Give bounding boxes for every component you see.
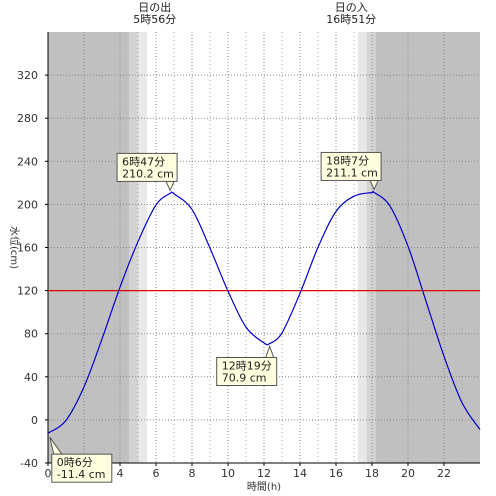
x-tick-label: 10: [221, 467, 235, 480]
x-tick-label: 8: [189, 467, 196, 480]
twilight-band-morning-1: [129, 32, 138, 463]
callout-pointer: [264, 345, 275, 359]
y-tick-label: 280: [17, 112, 38, 125]
x-tick-label: 22: [437, 467, 451, 480]
x-tick-label: 12: [257, 467, 271, 480]
y-tick-label: -40: [20, 457, 38, 470]
twilight-band-evening-2: [366, 32, 376, 463]
night-band-morning: [48, 32, 129, 463]
callout-level: 70.9 cm: [222, 372, 267, 385]
y-tick-label: 240: [17, 155, 38, 168]
y-tick-label: 0: [31, 414, 38, 427]
sunrise-time: 5時56分: [133, 13, 176, 26]
y-tick-label: 80: [24, 328, 38, 341]
twilight-band-evening-1: [357, 32, 367, 463]
twilight-band-morning-2: [138, 32, 147, 463]
y-axis-label: 水位(cm): [8, 226, 21, 269]
callout-time: 18時7分: [326, 154, 369, 167]
callout-box: [51, 453, 113, 483]
callout-box: [320, 151, 382, 181]
extreme-callout: 0時6分-11.4 cm: [49, 436, 113, 483]
night-band-evening: [375, 32, 480, 463]
y-tick-label: 320: [17, 69, 38, 82]
y-tick-label: 160: [17, 242, 38, 255]
x-tick-label: 14: [293, 467, 307, 480]
tick-labels: -400408012016020024028032002468101214161…: [17, 69, 451, 480]
sunset-label: 日の入: [335, 1, 368, 14]
x-tick-label: 18: [365, 467, 379, 480]
callout-pointer: [165, 180, 175, 192]
callout-level: -11.4 cm: [57, 468, 106, 481]
tide-curve-group: [47, 190, 481, 434]
callout-box: [116, 152, 178, 182]
callout-time: 6時47分: [122, 155, 165, 168]
x-tick-label: 4: [117, 467, 124, 480]
x-tick-label: 20: [401, 467, 415, 480]
x-tick-label: 0: [45, 467, 52, 480]
callout-level: 211.1 cm: [326, 166, 378, 179]
x-tick-label: 6: [153, 467, 160, 480]
x-tick-label: 16: [329, 467, 343, 480]
x-axis-label: 時間(h): [247, 481, 281, 493]
y-tick-label: 40: [24, 371, 38, 384]
daylight-shading: [48, 32, 480, 463]
sunset-time: 16時51分: [326, 13, 376, 26]
callout-level: 210.2 cm: [122, 167, 174, 180]
tide-curve: [47, 190, 481, 434]
sunrise-label: 日の出: [138, 0, 171, 14]
y-tick-label: 200: [17, 198, 38, 211]
callout-box: [216, 357, 278, 387]
callout-time: 0時6分: [57, 456, 93, 469]
y-tick-label: 120: [17, 285, 38, 298]
callout-time: 12時19分: [222, 360, 272, 373]
